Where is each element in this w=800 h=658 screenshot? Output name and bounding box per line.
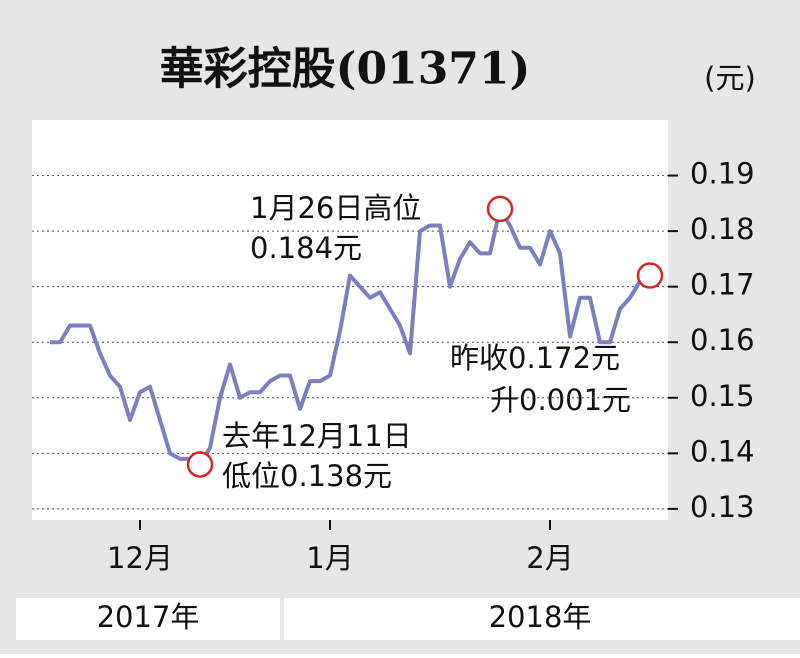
highlight-marker	[186, 451, 214, 478]
x-tick-label: 2月	[526, 541, 573, 575]
annotation: 升0.001元	[490, 383, 631, 417]
y-tick-label: 0.17	[690, 268, 755, 302]
highlight-marker	[486, 195, 514, 223]
x-tick-label: 12月	[107, 541, 173, 575]
x-tick-label: 1月	[306, 541, 353, 575]
y-tick-label: 0.15	[690, 379, 755, 413]
y-tick-label: 0.14	[690, 434, 755, 468]
y-tick-label: 0.18	[690, 212, 755, 246]
y-tick-label: 0.19	[690, 157, 755, 191]
annotation: 昨收0.172元	[450, 341, 620, 375]
annotation: 低位0.138元	[222, 459, 392, 493]
chart-title: 華彩控股(01371)	[160, 44, 531, 95]
unit-label: (元)	[704, 61, 756, 95]
line	[50, 206, 651, 467]
highlight-marker	[636, 262, 664, 289]
annotation: 0.184元	[250, 231, 362, 265]
annotation: 1月26日高位	[250, 191, 421, 225]
year-cell	[284, 598, 800, 640]
year-cell	[16, 598, 280, 640]
year-label: 2017年	[97, 600, 200, 634]
y-tick-label: 0.13	[690, 490, 755, 524]
annotation: 去年12月11日	[222, 419, 412, 453]
year-label: 2018年	[489, 600, 592, 634]
y-tick-label: 0.16	[690, 323, 755, 357]
